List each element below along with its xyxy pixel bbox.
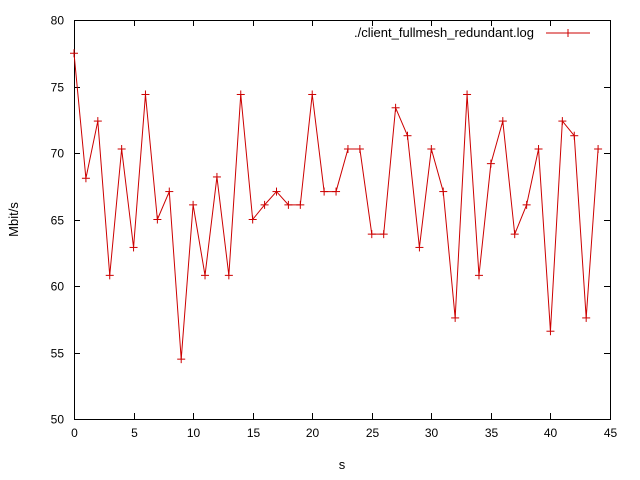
data-point (236, 90, 245, 99)
x-tick-label: 25 (366, 426, 380, 440)
x-tick-label: 0 (71, 426, 78, 440)
x-tick-label: 20 (306, 426, 320, 440)
data-point (439, 187, 448, 196)
data-point (272, 187, 281, 196)
y-tick-label: 80 (51, 14, 65, 28)
data-point (129, 243, 138, 252)
data-point (451, 313, 460, 322)
y-tick-label: 70 (51, 147, 65, 161)
data-point (415, 243, 424, 252)
x-tick-label: 35 (485, 426, 499, 440)
x-tick-label: 5 (131, 426, 138, 440)
data-point (463, 90, 472, 99)
legend-marker (564, 29, 572, 37)
data-point (558, 117, 567, 126)
legend: ./client_fullmesh_redundant.log (354, 25, 590, 40)
data-point (522, 200, 531, 209)
y-tick-label: 55 (51, 347, 65, 361)
data-point (70, 49, 78, 58)
data-point (224, 271, 233, 280)
data-point (570, 131, 579, 140)
data-point (189, 200, 198, 209)
x-tick-label: 45 (604, 426, 618, 440)
data-point (284, 200, 293, 209)
data-point (81, 174, 90, 183)
x-tick-label: 10 (187, 426, 201, 440)
plot-frame (74, 20, 611, 420)
y-tick-label: 50 (51, 413, 65, 427)
data-point (379, 230, 388, 239)
data-point (498, 117, 507, 126)
y-axis-label: Mbit/s (6, 202, 21, 237)
data-point (153, 215, 162, 224)
legend-label: ./client_fullmesh_redundant.log (354, 25, 534, 40)
data-point (510, 230, 519, 239)
data-point (582, 313, 591, 322)
data-point (486, 159, 495, 168)
y-axis-tick-labels: 50 55 60 65 70 75 80 (51, 14, 65, 427)
data-point (343, 145, 352, 154)
data-point (391, 103, 400, 112)
data-point (201, 271, 210, 280)
data-point (117, 145, 126, 154)
series-group (70, 49, 603, 364)
data-point (165, 187, 174, 196)
data-point (296, 200, 305, 209)
data-point (474, 271, 483, 280)
data-point (367, 230, 376, 239)
x-axis-label: s (339, 457, 346, 472)
data-point (308, 90, 317, 99)
data-point (260, 200, 269, 209)
data-point (93, 117, 102, 126)
data-point (105, 271, 114, 280)
data-point (177, 355, 186, 364)
data-point (320, 187, 329, 196)
data-point (594, 145, 603, 154)
data-point (141, 90, 150, 99)
data-point (534, 145, 543, 154)
data-point (427, 145, 436, 154)
x-tick-label: 30 (425, 426, 439, 440)
data-point (332, 187, 341, 196)
y-tick-label: 75 (51, 81, 65, 95)
x-tick-label: 15 (247, 426, 261, 440)
data-point (355, 145, 364, 154)
legend-marker-plus (564, 29, 572, 37)
data-point (248, 215, 257, 224)
y-tick-label: 60 (51, 280, 65, 294)
y-tick-label: 65 (51, 214, 65, 228)
data-point (212, 172, 221, 181)
x-axis-tick-labels: 0 5 10 15 20 25 30 35 40 45 (71, 426, 617, 440)
data-point (546, 327, 555, 336)
x-tick-label: 40 (544, 426, 558, 440)
data-point (403, 131, 412, 140)
